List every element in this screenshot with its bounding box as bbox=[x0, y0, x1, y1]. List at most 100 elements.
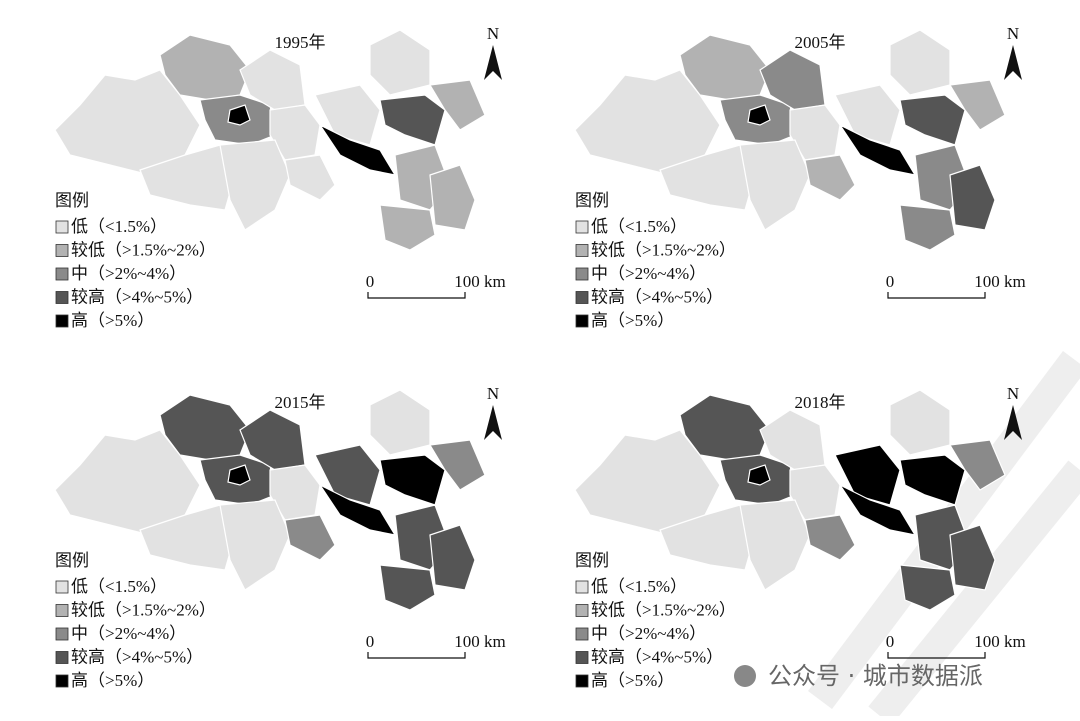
panel-title: 2005年 bbox=[795, 33, 846, 52]
region bbox=[838, 123, 917, 176]
panel-title: 2018年 bbox=[795, 393, 846, 412]
legend-swatch bbox=[575, 291, 589, 304]
watermark: 公众号 · 城市数据派 bbox=[768, 662, 983, 690]
legend-swatch bbox=[575, 627, 589, 641]
scale-start: 0 bbox=[886, 272, 895, 291]
watermark-icon bbox=[734, 665, 756, 687]
scale-bar bbox=[887, 292, 986, 299]
region bbox=[949, 79, 1006, 131]
north-arrow bbox=[484, 45, 502, 80]
scale-start: 0 bbox=[366, 632, 375, 651]
legend-swatch bbox=[55, 244, 69, 257]
map-panel: 2015年 N 图例低（<1.5%） 较低（>1.5%~2%） 中（>2%~4%） 较高（… bbox=[54, 384, 506, 690]
region bbox=[949, 524, 996, 591]
region bbox=[369, 389, 431, 456]
region bbox=[314, 444, 381, 506]
map-panel: 1995年 N 图例低（<1.5%） 较低（>1.5%~2%） 中（>2%~4%） 较高（… bbox=[54, 24, 506, 330]
legend-swatch bbox=[575, 580, 589, 594]
legend-label: 中（>2%~4%） bbox=[591, 264, 706, 283]
region bbox=[838, 483, 917, 536]
region bbox=[574, 69, 721, 176]
north-label: N bbox=[487, 24, 499, 43]
region bbox=[54, 69, 201, 176]
region bbox=[804, 154, 856, 201]
legend-label: 较低（>1.5%~2%） bbox=[591, 241, 736, 260]
region bbox=[284, 154, 336, 201]
legend-title: 图例 bbox=[575, 191, 609, 210]
map-panel: 2005年 N 图例低（<1.5%） 较低（>1.5%~2%） 中（>2%~4%） 较高（… bbox=[574, 24, 1026, 330]
legend-swatch bbox=[55, 627, 69, 641]
north-arrow bbox=[484, 405, 502, 440]
legend-swatch bbox=[55, 604, 69, 617]
region bbox=[314, 84, 381, 146]
region bbox=[369, 29, 431, 96]
legend-swatch bbox=[575, 220, 589, 234]
scale-start: 0 bbox=[366, 272, 375, 291]
region bbox=[789, 464, 841, 521]
north-arrow bbox=[1004, 45, 1022, 80]
region bbox=[269, 104, 321, 161]
region bbox=[899, 204, 956, 251]
legend-swatch bbox=[55, 220, 69, 234]
region bbox=[949, 164, 996, 231]
legend-label: 高（>5%） bbox=[591, 311, 674, 330]
north-label: N bbox=[1007, 24, 1019, 43]
region bbox=[747, 104, 771, 126]
scale-start: 0 bbox=[886, 632, 895, 651]
scale-end: 100 km bbox=[454, 272, 505, 291]
legend-swatch bbox=[55, 314, 69, 328]
legend-swatch bbox=[575, 244, 589, 257]
scale-bar bbox=[887, 652, 986, 659]
region bbox=[804, 514, 856, 561]
legend-label: 较高（>4%~5%） bbox=[71, 648, 203, 667]
panel-title: 2015年 bbox=[275, 393, 326, 412]
region bbox=[318, 483, 397, 536]
legend-swatch bbox=[575, 267, 589, 281]
legend-title: 图例 bbox=[55, 551, 89, 570]
scale-bar bbox=[367, 652, 466, 659]
region bbox=[269, 464, 321, 521]
region bbox=[227, 464, 251, 486]
region bbox=[379, 454, 446, 506]
legend-label: 较低（>1.5%~2%） bbox=[71, 241, 216, 260]
region bbox=[429, 164, 476, 231]
region bbox=[899, 454, 966, 506]
region bbox=[899, 94, 966, 146]
legend-swatch bbox=[55, 267, 69, 281]
region bbox=[834, 444, 901, 506]
region bbox=[54, 429, 201, 536]
region bbox=[889, 389, 951, 456]
legend-label: 高（>5%） bbox=[591, 671, 674, 690]
region bbox=[747, 464, 771, 486]
legend-swatch bbox=[575, 604, 589, 617]
legend-label: 低（<1.5%） bbox=[71, 577, 167, 596]
scale-end: 100 km bbox=[454, 632, 505, 651]
legend-label: 低（<1.5%） bbox=[591, 577, 687, 596]
region bbox=[789, 104, 841, 161]
legend-title: 图例 bbox=[55, 191, 89, 210]
region bbox=[379, 204, 436, 251]
legend-label: 较低（>1.5%~2%） bbox=[71, 601, 216, 620]
region bbox=[429, 439, 486, 491]
scale-end: 100 km bbox=[974, 632, 1025, 651]
region bbox=[949, 439, 1006, 491]
scale-end: 100 km bbox=[974, 272, 1025, 291]
region bbox=[889, 29, 951, 96]
region bbox=[574, 429, 721, 536]
region bbox=[899, 564, 956, 611]
legend-label: 高（>5%） bbox=[71, 311, 154, 330]
legend-swatch bbox=[55, 291, 69, 304]
legend-title: 图例 bbox=[575, 551, 609, 570]
north-label: N bbox=[1007, 384, 1019, 403]
legend-swatch bbox=[55, 651, 69, 664]
legend-label: 低（<1.5%） bbox=[71, 217, 167, 236]
region bbox=[429, 79, 486, 131]
region bbox=[379, 94, 446, 146]
region bbox=[379, 564, 436, 611]
legend-label: 较高（>4%~5%） bbox=[71, 288, 203, 307]
map-panel: 2018年 N 图例低（<1.5%） 较低（>1.5%~2%） 中（>2%~4%） 较高（… bbox=[574, 384, 1026, 690]
legend-label: 高（>5%） bbox=[71, 671, 154, 690]
legend-swatch bbox=[575, 314, 589, 328]
legend-label: 中（>2%~4%） bbox=[591, 624, 706, 643]
